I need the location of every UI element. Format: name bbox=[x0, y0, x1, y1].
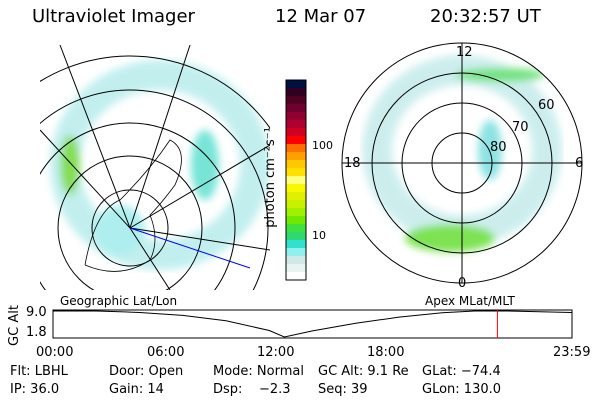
mlt-0: 0 bbox=[458, 276, 467, 291]
mlt-12: 12 bbox=[456, 45, 473, 60]
colorbar-swatch bbox=[286, 96, 306, 105]
lat-lon-grid bbox=[40, 45, 270, 290]
mlt-18: 18 bbox=[344, 156, 361, 171]
colorbar-swatch bbox=[286, 128, 306, 137]
colorbar-swatch bbox=[286, 208, 306, 217]
colorbar-tick-100: 100 bbox=[312, 139, 333, 152]
polar-grid bbox=[341, 42, 583, 284]
ip-value: IP: 36.0 bbox=[10, 382, 60, 397]
colorbar-swatch bbox=[286, 248, 306, 257]
title: Ultraviolet Imager bbox=[32, 6, 195, 27]
mlt-6: 6 bbox=[575, 156, 584, 171]
colorbar-tick-10: 10 bbox=[312, 229, 326, 242]
xtick-0: 00:00 bbox=[36, 345, 74, 360]
time: 20:32:57 UT bbox=[430, 6, 541, 27]
xtick-12: 12:00 bbox=[257, 345, 295, 360]
filter-value: Flt: LBHL bbox=[10, 364, 68, 379]
ytick-1.8: 1.8 bbox=[26, 325, 47, 340]
colorbar-swatch bbox=[286, 112, 306, 121]
colorbar-swatch bbox=[286, 200, 306, 209]
glat-value: GLat: −74.4 bbox=[422, 364, 501, 379]
alt-series-line bbox=[53, 310, 572, 338]
colorbar-swatch bbox=[286, 264, 306, 273]
xtick-end: 23:59 bbox=[553, 345, 591, 360]
ytick-9: 9.0 bbox=[26, 305, 47, 320]
colorbar-swatch bbox=[286, 192, 306, 201]
colorbar-swatch bbox=[286, 160, 306, 169]
colorbar-swatch bbox=[286, 120, 306, 129]
colorbar-swatch bbox=[286, 184, 306, 193]
gc-alt-value: GC Alt: 9.1 Re bbox=[318, 364, 409, 379]
colorbar-swatch bbox=[286, 80, 306, 89]
right-panel-label: Apex MLat/MLT bbox=[425, 294, 515, 308]
colorbar-swatch bbox=[286, 152, 306, 161]
lat-80: 80 bbox=[490, 140, 507, 155]
colorbar-swatch bbox=[286, 240, 306, 249]
colorbar-label: photon cm⁻²s⁻¹ bbox=[262, 127, 278, 228]
xtick-6: 06:00 bbox=[147, 345, 185, 360]
date: 12 Mar 07 bbox=[275, 6, 367, 27]
seq-value: Seq: 39 bbox=[318, 382, 368, 397]
colorbar-swatch bbox=[286, 224, 306, 233]
y-axis-label: GC Alt bbox=[6, 305, 22, 346]
door-value: Door: Open bbox=[109, 364, 184, 379]
lat-60: 60 bbox=[538, 98, 555, 113]
colorbar-swatch bbox=[286, 88, 306, 97]
colorbar-swatch bbox=[286, 216, 306, 225]
gain-value: Gain: 14 bbox=[109, 382, 164, 397]
left-panel-label: Geographic Lat/Lon bbox=[60, 294, 178, 308]
glon-value: GLon: 130.0 bbox=[422, 382, 502, 397]
dsp-value: Dsp: −2.3 bbox=[213, 382, 291, 397]
colorbar bbox=[286, 80, 306, 281]
colorbar-swatch bbox=[286, 136, 306, 145]
colorbar-swatch bbox=[286, 256, 306, 265]
colorbar-swatch bbox=[286, 232, 306, 241]
alt-plot-frame bbox=[52, 309, 573, 339]
colorbar-swatch bbox=[286, 176, 306, 185]
xtick-18: 18:00 bbox=[367, 345, 405, 360]
colorbar-swatch bbox=[286, 168, 306, 177]
lat-70: 70 bbox=[512, 120, 529, 135]
colorbar-swatch bbox=[286, 272, 306, 281]
colorbar-swatch bbox=[286, 104, 306, 113]
mode-value: Mode: Normal bbox=[213, 364, 304, 379]
colorbar-swatch bbox=[286, 144, 306, 153]
geographic-image bbox=[40, 45, 270, 290]
